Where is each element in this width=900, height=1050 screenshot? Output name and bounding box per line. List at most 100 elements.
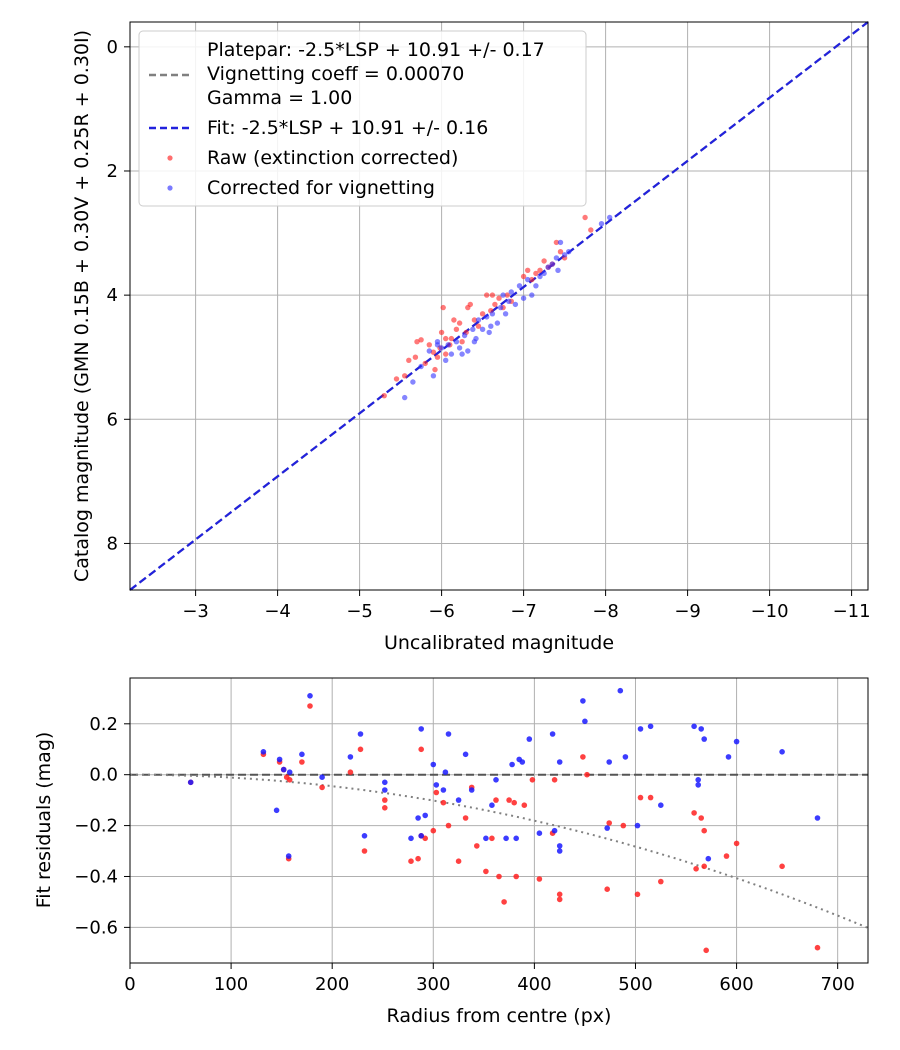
corrected-point [430,761,437,768]
legend-entry-raw: Raw (extinction corrected) [207,147,458,169]
raw-point [406,357,412,363]
corrected-point [500,292,506,298]
legend-entry-fit: Fit: -2.5*LSP + 10.91 +/- 0.16 [207,117,488,139]
corrected-point [541,270,547,277]
corrected-point [520,295,527,301]
corrected-point [426,348,432,354]
raw-point [451,317,457,323]
raw-point [474,843,480,849]
corrected-point [553,255,560,261]
corrected-point [415,815,421,821]
corrected-point [465,348,471,354]
raw-point [620,822,627,829]
corrected-point [701,736,707,742]
corrected-point [555,267,561,273]
corrected-point [382,779,388,786]
corrected-point [509,761,515,768]
corrected-point [486,329,492,336]
raw-point [580,754,586,760]
raw-point [422,360,428,367]
corrected-point [508,289,514,295]
raw-point [779,863,785,870]
chart2-reference-lines [130,773,869,929]
raw-point [408,858,414,864]
chart1-xlabel: Uncalibrated magnitude [384,632,614,654]
corrected-point [448,351,455,357]
raw-point [588,227,594,233]
ytick-label: −0.2 [74,816,118,837]
corrected-point [779,749,785,755]
corrected-point [556,848,563,854]
corrected-point [566,249,572,255]
corrected-point [470,326,476,332]
residuals-chart: 0 100 200 300 400 500 600 700 −0.6 −0.4 −0.2 0.0 0.2… [33,677,869,1027]
xtick-label: 400 [517,974,551,995]
raw-point [537,267,543,273]
raw-point [496,295,502,301]
corrected-point [357,731,364,737]
xtick-label: −9 [674,601,701,622]
raw-point [533,270,539,277]
ytick-label: −0.4 [74,866,118,887]
corrected-point [445,342,451,348]
corrected-point [622,754,629,760]
corrected-point [698,726,704,732]
xtick-label: −11 [833,601,871,622]
legend-box [138,30,587,207]
corrected-point [361,833,368,839]
corrected-point [489,802,495,808]
corrected-point [705,855,712,862]
raw-point [299,759,305,765]
chart2-axes-frame [129,677,869,964]
corrected-point [484,314,490,320]
raw-point [647,794,654,801]
corrected-point [462,751,469,758]
legend-entry-vignetting: Vignetting coeff = 0.00070 [207,63,464,85]
xtick-label: −10 [751,601,789,622]
ytick-label: 2 [107,161,118,182]
corrected-point [408,835,414,842]
raw-point [556,896,563,903]
corrected-point [410,379,416,385]
corrected-point [489,311,496,317]
chart1-points [381,214,613,401]
corrected-point [438,345,445,351]
raw-point [361,848,368,854]
raw-point [541,258,547,264]
corrected-point [549,731,556,737]
raw-point [422,835,429,842]
raw-point [471,317,478,323]
raw-point [445,822,452,829]
raw-point [634,891,641,898]
corrected-point [456,345,463,351]
corrected-point [260,749,267,755]
corrected-point [494,320,501,326]
raw-point [584,771,590,778]
raw-point [286,777,293,783]
xtick-label: 500 [618,974,652,995]
corrected-point [453,339,460,345]
raw-point [418,746,425,753]
ytick-label: 8 [107,533,118,554]
corrected-point [580,698,586,704]
raw-point [582,214,588,221]
xtick-label: 300 [416,974,450,995]
corrected-point [475,317,482,323]
corrected-point [307,693,313,699]
corrected-point [545,264,551,270]
corrected-point [647,723,654,730]
raw-point [814,944,821,951]
raw-point [443,335,449,342]
corrected-point [382,787,388,793]
corrected-point [557,239,564,246]
corrected-point [273,807,280,814]
raw-point [455,858,462,864]
raw-point [606,820,612,826]
corrected-point [418,726,425,732]
raw-point [443,351,449,357]
raw-point [691,810,697,816]
raw-point [319,784,325,791]
corrected-point [468,787,475,793]
raw-point [723,853,730,859]
